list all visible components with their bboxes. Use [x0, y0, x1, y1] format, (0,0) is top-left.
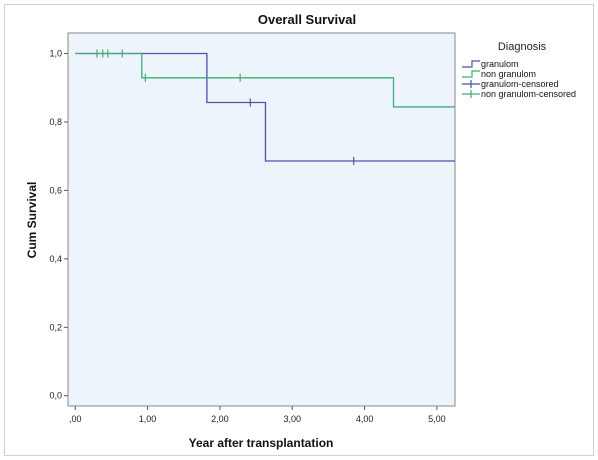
legend-label: granulom — [481, 59, 519, 69]
y-axis: 0,0 0,2 0,4 0,6 0,8 1,0 — [49, 49, 68, 401]
y-tick-label: 0,0 — [49, 391, 62, 401]
series-layer — [75, 49, 455, 165]
x-tick-label: 1,00 — [139, 414, 157, 424]
y-tick-label: 0,2 — [49, 322, 62, 332]
y-tick-label: 1,0 — [49, 49, 62, 59]
legend-title: Diagnosis — [498, 41, 547, 53]
legend-swatch — [462, 70, 480, 78]
x-tick-label: 3,00 — [283, 414, 301, 424]
legend-label: non granulom — [481, 69, 536, 79]
y-tick-label: 0,8 — [49, 117, 62, 127]
y-axis-label: Cum Survival — [25, 182, 39, 259]
legend-swatch — [462, 60, 480, 68]
legend-label: non granulom-censored — [481, 89, 576, 99]
x-axis-label: Year after transplantation — [189, 436, 334, 450]
series-line-non-granulom — [75, 52, 455, 108]
y-tick-label: 0,4 — [49, 254, 62, 264]
chart-title: Overall Survival — [258, 12, 356, 27]
x-tick-label: 2,00 — [211, 414, 229, 424]
legend-label: granulom-censored — [481, 79, 559, 89]
plot-area — [67, 32, 456, 407]
x-axis: ,00 1,00 2,00 3,00 4,00 5,00 — [69, 406, 446, 424]
x-tick-label: 5,00 — [428, 414, 446, 424]
y-tick-label: 0,6 — [49, 185, 62, 195]
x-tick-label: ,00 — [69, 414, 82, 424]
x-tick-label: 4,00 — [356, 414, 374, 424]
series-line-granulom — [75, 52, 455, 162]
